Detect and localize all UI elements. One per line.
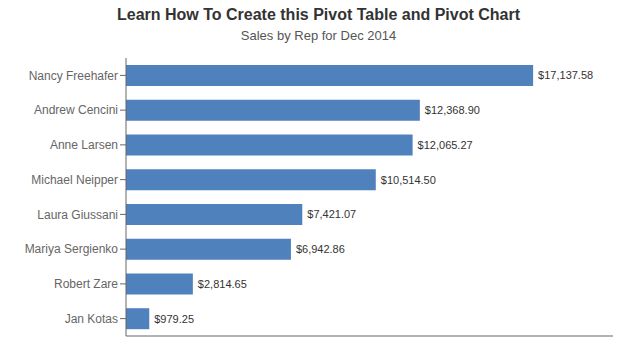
- svg-text:Michael Neipper: Michael Neipper: [31, 173, 118, 187]
- svg-text:$7,421.07: $7,421.07: [307, 208, 356, 220]
- svg-text:Laura Giussani: Laura Giussani: [37, 208, 118, 222]
- svg-text:$6,942.86: $6,942.86: [296, 243, 345, 255]
- svg-text:$10,514.50: $10,514.50: [381, 174, 436, 186]
- svg-text:$979.25: $979.25: [154, 313, 194, 325]
- html-text:Learn How To Create this Pivot: Learn How To Create this Pivot Table and…: [117, 6, 520, 23]
- svg-text:Robert Zare: Robert Zare: [54, 277, 118, 291]
- svg-text:Andrew Cencini: Andrew Cencini: [34, 103, 118, 117]
- svg-text:$17,137.58: $17,137.58: [538, 69, 593, 81]
- svg-text:Anne Larsen: Anne Larsen: [50, 138, 118, 152]
- svg-text:$12,368.90: $12,368.90: [425, 104, 480, 116]
- svg-text:$2,814.65: $2,814.65: [198, 278, 247, 290]
- svg-text:Jan Kotas: Jan Kotas: [65, 312, 118, 326]
- html-text:Sales by Rep for Dec 2014: Sales by Rep for Dec 2014: [240, 28, 397, 43]
- svg-text:Nancy Freehafer: Nancy Freehafer: [29, 69, 118, 83]
- svg-text:$12,065.27: $12,065.27: [418, 139, 473, 151]
- svg-text:Mariya Sergienko: Mariya Sergienko: [25, 242, 119, 256]
